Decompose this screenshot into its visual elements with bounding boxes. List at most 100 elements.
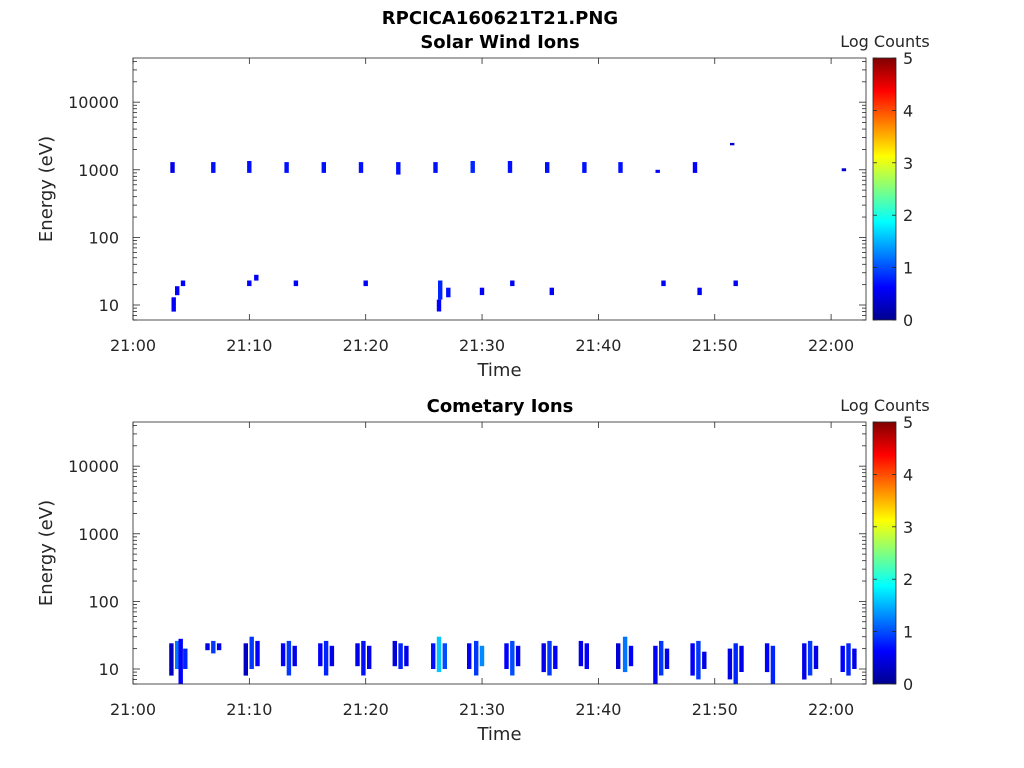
heatmap-cell bbox=[510, 280, 515, 287]
heatmap-cell bbox=[170, 162, 175, 173]
heatmap-cell bbox=[504, 643, 509, 669]
colorbar-tick-label: 4 bbox=[903, 101, 913, 120]
colorbar-tick-label: 4 bbox=[903, 465, 913, 484]
heatmap-cell bbox=[446, 287, 451, 298]
heatmap-cell bbox=[764, 643, 770, 673]
heatmap-cell bbox=[479, 645, 485, 667]
heatmap-cell bbox=[622, 636, 628, 673]
y-tick-label: 100 bbox=[88, 592, 119, 611]
heatmap-cell bbox=[467, 643, 472, 669]
heatmap-cell bbox=[690, 643, 695, 676]
colorbar-label: Log Counts bbox=[840, 396, 930, 415]
heatmap-cell bbox=[661, 280, 666, 287]
heatmap-cell bbox=[770, 645, 776, 684]
heatmap-cell bbox=[175, 640, 180, 669]
heatmap-cell bbox=[367, 645, 372, 669]
heatmap-cell bbox=[479, 287, 485, 296]
y-axis-label: Energy (eV) bbox=[36, 136, 57, 242]
heatmap-cell bbox=[515, 645, 521, 667]
heatmap-cell bbox=[578, 640, 584, 667]
heatmap-cell bbox=[702, 651, 707, 669]
heatmap-cell bbox=[205, 643, 210, 651]
heatmap-cell bbox=[398, 643, 403, 669]
heatmap-cell bbox=[216, 643, 222, 651]
heatmap-cell bbox=[553, 645, 558, 669]
heatmap-cell bbox=[254, 274, 259, 281]
heatmap-cell bbox=[171, 297, 176, 312]
heatmap-cell bbox=[813, 645, 819, 669]
heatmap-cell bbox=[318, 643, 323, 667]
colorbar-tick-label: 2 bbox=[903, 570, 913, 589]
x-axis-label: Time bbox=[476, 724, 521, 745]
panel-title: Solar Wind Ions bbox=[420, 32, 579, 53]
heatmap-cell bbox=[545, 162, 550, 173]
x-tick-label: 21:50 bbox=[692, 336, 738, 355]
colorbar-tick-label: 1 bbox=[903, 623, 913, 642]
heatmap-cell bbox=[396, 162, 401, 175]
heatmap-cell bbox=[442, 643, 447, 669]
panel-title: Cometary Ions bbox=[427, 396, 574, 417]
x-tick-label: 21:00 bbox=[110, 700, 156, 719]
heatmap-cell bbox=[846, 643, 851, 676]
heatmap-cell bbox=[584, 643, 589, 669]
y-tick-label: 1000 bbox=[78, 161, 119, 180]
x-tick-label: 21:10 bbox=[226, 336, 272, 355]
x-tick-label: 21:30 bbox=[459, 700, 505, 719]
heatmap-cells bbox=[170, 142, 847, 312]
heatmap-cell bbox=[541, 643, 546, 673]
heatmap-cell bbox=[470, 161, 475, 173]
heatmap-cell bbox=[852, 648, 857, 669]
x-tick-label: 21:30 bbox=[459, 336, 505, 355]
heatmap-cell bbox=[696, 640, 701, 680]
heatmap-cell bbox=[211, 162, 216, 173]
heatmap-cell bbox=[438, 280, 443, 300]
colorbar-tick-label: 5 bbox=[903, 49, 913, 68]
heatmap-cell bbox=[363, 280, 368, 287]
colorbar-tick-label: 0 bbox=[903, 675, 913, 694]
heatmap-cell bbox=[358, 162, 364, 173]
heatmap-cell bbox=[655, 169, 660, 173]
x-tick-label: 21:40 bbox=[575, 700, 621, 719]
x-tick-label: 22:00 bbox=[808, 336, 854, 355]
heatmap-cell bbox=[840, 645, 845, 672]
heatmap-cell bbox=[321, 162, 326, 173]
plot-area-frame bbox=[132, 57, 867, 321]
panel-2: 21:00 21:10 21:20 21:30 21:40 21:50 22:0010100… bbox=[36, 396, 930, 745]
heatmap-cell bbox=[802, 643, 807, 680]
x-tick-label: 21:40 bbox=[575, 336, 621, 355]
heatmap-cell bbox=[628, 645, 634, 667]
heatmap-cell bbox=[841, 168, 847, 172]
heatmap-cell bbox=[507, 161, 513, 173]
colorbar-tick-label: 5 bbox=[903, 413, 913, 432]
heatmap-cell bbox=[510, 640, 515, 676]
heatmap-cell bbox=[293, 280, 299, 287]
heatmap-cell bbox=[211, 640, 216, 654]
y-tick-label: 10000 bbox=[68, 457, 119, 476]
heatmap-cell bbox=[727, 648, 733, 680]
x-tick-label: 21:20 bbox=[343, 700, 389, 719]
heatmap-cell bbox=[659, 640, 664, 676]
heatmap-cell bbox=[547, 640, 552, 676]
heatmap-cell bbox=[323, 640, 329, 676]
colorbar-gradient bbox=[872, 421, 897, 685]
colorbar-label: Log Counts bbox=[840, 32, 930, 51]
heatmap-cell bbox=[616, 643, 621, 669]
heatmap-cell bbox=[807, 640, 813, 676]
colorbar-tick-label: 3 bbox=[903, 154, 913, 173]
heatmap-cell bbox=[286, 640, 292, 676]
colorbar-tick-label: 3 bbox=[903, 518, 913, 537]
colorbar-gradient bbox=[872, 57, 897, 321]
heatmap-cell bbox=[618, 162, 623, 173]
heatmap-cell bbox=[249, 636, 254, 669]
figure-title: RPCICA160621T21.PNG bbox=[382, 8, 618, 29]
x-tick-label: 22:00 bbox=[808, 700, 854, 719]
heatmap-cell bbox=[404, 645, 409, 667]
heatmap-cell bbox=[436, 636, 442, 673]
y-tick-label: 10 bbox=[99, 296, 119, 315]
x-tick-label: 21:50 bbox=[692, 700, 738, 719]
heatmap-cell bbox=[582, 162, 587, 173]
heatmap-cell bbox=[247, 161, 252, 173]
